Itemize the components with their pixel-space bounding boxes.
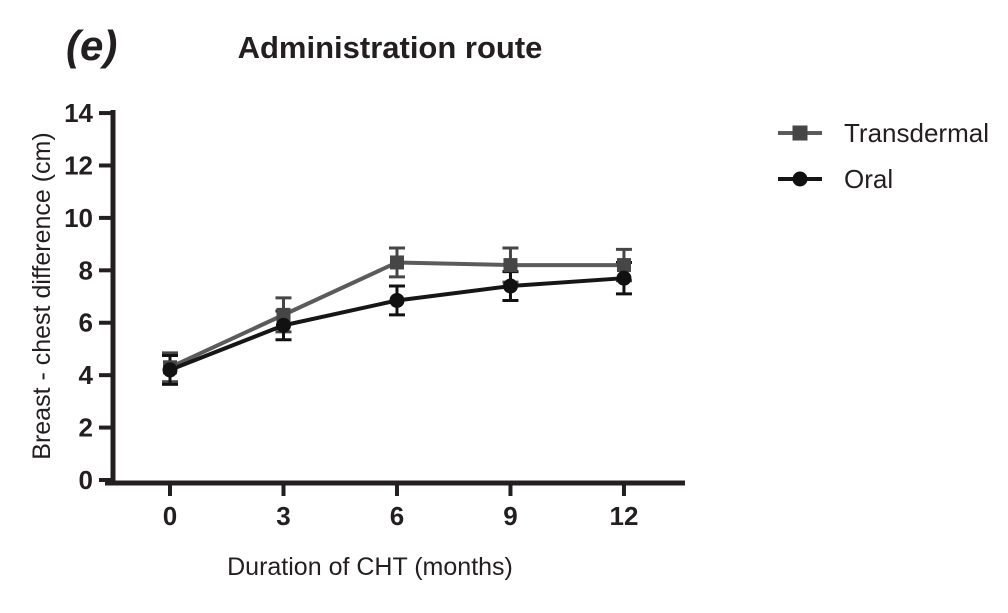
x-tick-label: 12 [609,501,638,531]
legend-item-oral: Oral [778,164,893,194]
marker-square-transdermal [503,258,518,273]
legend-label: Transdermal [844,118,989,148]
x-tick-label: 0 [163,501,177,531]
y-tick-label: 4 [79,360,94,390]
marker-circle-oral [162,362,178,378]
legend-item-transdermal: Transdermal [778,118,989,148]
y-tick-label: 6 [79,308,93,338]
x-tick-label: 3 [276,501,290,531]
x-axis-title: Duration of CHT (months) [227,553,513,581]
legend-label: Oral [844,164,893,194]
marker-circle-oral [616,270,632,286]
legend-square-marker-icon [792,125,808,141]
x-tick-label: 6 [390,501,404,531]
panel-label: (e) [66,22,117,69]
data-series [162,246,632,386]
y-tick-label: 8 [79,255,93,285]
marker-circle-oral [502,278,518,294]
axes: 0 2 4 6 8 10 12 14 0 3 6 9 12 [64,98,685,531]
y-tick-label: 14 [64,98,93,128]
legend: Transdermal Oral [778,118,989,194]
marker-square-transdermal [616,258,631,273]
y-tick-label: 12 [64,150,93,180]
marker-circle-oral [275,317,291,333]
marker-square-transdermal [276,307,291,322]
y-tick-label: 0 [79,465,93,495]
marker-circle-oral [389,292,405,308]
y-axis-title: Breast - chest difference (cm) [28,132,56,459]
y-tick-label: 10 [64,203,93,233]
legend-circle-marker-icon [792,171,808,187]
marker-square-transdermal [389,255,404,270]
y-tick-label: 2 [79,413,93,443]
x-tick-label: 9 [503,501,517,531]
chart-title: Administration route [238,30,543,65]
